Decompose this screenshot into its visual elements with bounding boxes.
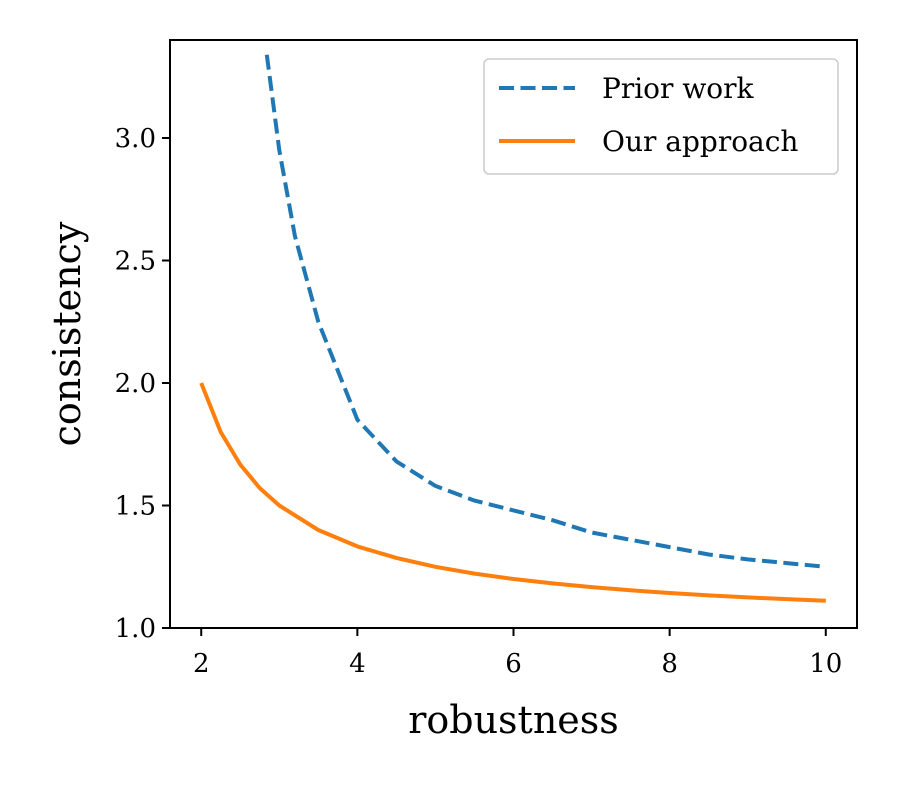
y-tick-label: 3.0 — [115, 124, 156, 154]
legend-label-prior-work: Prior work — [602, 72, 755, 105]
y-tick-label: 1.0 — [115, 614, 156, 644]
x-axis-label: robustness — [408, 698, 619, 742]
legend-label-our-approach: Our approach — [602, 125, 798, 158]
plot-layer — [199, 54, 826, 603]
legend: Prior work Our approach — [483, 58, 839, 175]
x-tick-label: 10 — [809, 649, 842, 679]
series-line-our-approach — [199, 382, 826, 603]
x-tick-label: 4 — [349, 649, 366, 679]
y-axis-label: consistency — [45, 221, 89, 446]
y-tick-label: 2.5 — [115, 247, 156, 277]
x-tick-label: 2 — [193, 649, 210, 679]
x-tick-label: 6 — [505, 649, 522, 679]
x-tick-label: 8 — [661, 649, 678, 679]
y-tick-label: 2.0 — [115, 369, 156, 399]
series-line-prior-work — [264, 54, 826, 569]
y-tick-label: 1.5 — [115, 492, 156, 522]
ticks-layer: 2 4 6 8 10 1.0 1.5 2.0 2.5 3.0 — [115, 124, 843, 679]
